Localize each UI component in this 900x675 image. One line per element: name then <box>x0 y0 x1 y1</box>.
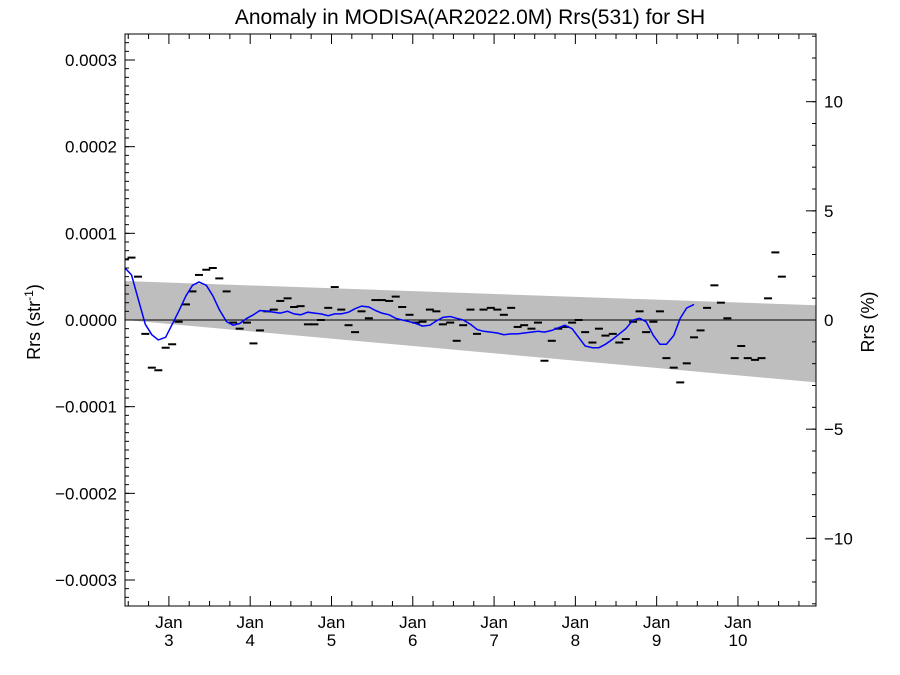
x-tick-label-top-2: Jan <box>318 613 345 632</box>
left-tick-label-4: −0.0001 <box>55 398 117 417</box>
x-tick-label-bottom-6: 9 <box>652 631 661 650</box>
left-tick-label-0: 0.0003 <box>65 51 117 70</box>
x-tick-label-top-0: Jan <box>155 613 182 632</box>
x-tick-label-bottom-4: 7 <box>489 631 498 650</box>
right-tick-label-0: 10 <box>824 93 843 112</box>
left-y-axis: 0.0003 0.0002 0.0001 0.0000 −0.0001 −0.0002 −0… <box>55 33 135 607</box>
left-tick-label-5: −0.0002 <box>55 484 117 503</box>
top-x-axis <box>127 34 800 44</box>
x-tick-label-bottom-2: 5 <box>327 631 336 650</box>
x-tick-label-top-1: Jan <box>236 613 263 632</box>
x-tick-label-bottom-1: 4 <box>245 631 254 650</box>
left-y-axis-label-superscript: -1 <box>22 290 36 301</box>
x-tick-label-bottom-7: 10 <box>728 631 747 650</box>
left-y-axis-label: Rrs (str-1) <box>22 284 44 360</box>
left-y-axis-label-close: ) <box>24 284 44 290</box>
x-tick-label-top-5: Jan <box>562 613 589 632</box>
left-tick-label-1: 0.0002 <box>65 138 117 157</box>
x-tick-label-bottom-0: 3 <box>164 631 173 650</box>
plot-area <box>124 33 817 607</box>
left-y-axis-label-text: Rrs (str <box>24 301 44 360</box>
right-tick-label-3: −5 <box>824 420 843 439</box>
right-tick-label-4: −10 <box>824 529 853 548</box>
right-tick-label-1: 5 <box>824 202 833 221</box>
smoothed-anomaly-line <box>124 267 695 349</box>
chart-title: Anomaly in MODISA(AR2022.0M) Rrs(531) fo… <box>235 6 705 29</box>
right-tick-label-2: 0 <box>824 311 833 330</box>
right-y-axis: 10 5 0 −5 −10 <box>806 35 853 605</box>
right-y-axis-label: Rrs (%) <box>858 292 878 353</box>
x-tick-label-top-6: Jan <box>643 613 670 632</box>
trend-envelope <box>125 281 816 383</box>
x-tick-label-top-7: Jan <box>724 613 751 632</box>
left-tick-label-2: 0.0001 <box>65 224 117 243</box>
x-tick-label-top-4: Jan <box>480 613 507 632</box>
left-tick-label-3: 0.0000 <box>65 311 117 330</box>
x-tick-label-top-3: Jan <box>399 613 426 632</box>
left-tick-label-6: −0.0003 <box>55 571 117 590</box>
x-tick-label-bottom-5: 8 <box>571 631 580 650</box>
x-tick-label-bottom-3: 6 <box>408 631 417 650</box>
